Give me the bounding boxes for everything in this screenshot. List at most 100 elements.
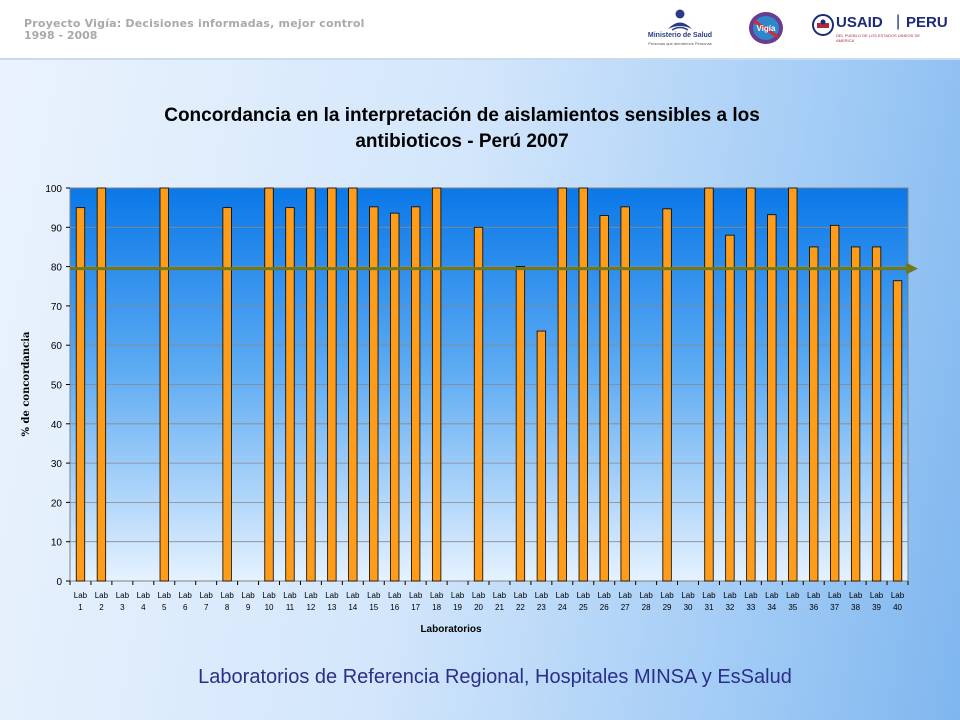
bar-lab-10 — [264, 187, 274, 582]
x-tick-label-line1: Lab — [723, 591, 737, 600]
y-tick-label: 10 — [51, 538, 63, 549]
usaid-country-text: PERU — [906, 14, 948, 31]
usaid-logo-subtext: DEL PUEBLO DE LOS ESTADOS UNIDOS DE AMER… — [836, 33, 921, 43]
y-tick-label: 40 — [51, 420, 63, 431]
bar-lab-35 — [788, 187, 798, 582]
slide-caption: Laboratorios de Referencia Regional, Hos… — [198, 666, 792, 688]
x-tick-label-line1: Lab — [765, 591, 779, 600]
bar-lab-32 — [725, 234, 735, 582]
x-tick-label-line2: 1 — [78, 603, 83, 612]
x-tick-label-line1: Lab — [807, 591, 821, 600]
minsa-logo-subtext: Personas que atendemos Personas — [648, 41, 712, 46]
y-tick-label: 0 — [56, 577, 62, 588]
x-tick-label-line1: Lab — [409, 591, 423, 600]
bar-lab-39 — [871, 246, 882, 582]
x-tick-label-line2: 4 — [141, 603, 146, 612]
x-tick-label-line1: Lab — [472, 591, 486, 600]
bar-lab-27 — [620, 206, 630, 582]
bar-lab-12 — [306, 187, 316, 582]
x-tick-label-line1: Lab — [744, 591, 758, 600]
x-tick-label-line2: 22 — [516, 603, 525, 612]
y-tick-label: 70 — [51, 302, 63, 313]
x-tick-label-line1: Lab — [660, 591, 674, 600]
x-tick-label-line1: Lab — [283, 591, 297, 600]
usaid-logo-text: USAID — [836, 14, 883, 31]
y-tick-label: 20 — [51, 498, 63, 509]
x-tick-label-line1: Lab — [241, 591, 255, 600]
x-tick-label-line2: 29 — [663, 603, 672, 612]
bar-lab-34 — [767, 214, 777, 582]
bar-lab-2 — [96, 187, 107, 582]
bar-lab-38 — [850, 246, 861, 582]
x-tick-label-line1: Lab — [367, 591, 381, 600]
bar-lab-29 — [662, 208, 672, 582]
x-tick-label-line1: Lab — [849, 591, 863, 600]
y-tick-label: 90 — [51, 223, 63, 234]
vigia-logo-text: Vigía — [756, 24, 776, 33]
x-tick-label-line1: Lab — [262, 591, 276, 600]
bar-lab-22 — [515, 266, 526, 582]
x-tick-label-line1: Lab — [74, 591, 88, 600]
bar-lab-40 — [892, 280, 903, 582]
y-axis-ticks: 0 10 20 30 40 50 60 70 80 90 100 — [45, 184, 70, 588]
usaid-divider: | — [896, 13, 901, 30]
x-tick-label-line1: Lab — [493, 591, 507, 600]
x-tick-label-line1: Lab — [702, 591, 716, 600]
x-tick-label-line1: Lab — [535, 591, 549, 600]
x-tick-label-line2: 11 — [286, 603, 295, 612]
x-tick-label-line2: 23 — [537, 603, 546, 612]
bar-lab-36 — [809, 246, 819, 582]
project-title: Proyecto Vigía: Decisiones informadas, m… — [24, 17, 365, 30]
x-tick-label-line1: Lab — [786, 591, 800, 600]
x-tick-label-line1: Lab — [556, 591, 570, 600]
x-tick-label-line2: 16 — [390, 603, 399, 612]
x-tick-label-line1: Lab — [430, 591, 444, 600]
x-tick-label-line2: 19 — [453, 603, 462, 612]
x-tick-label-line1: Lab — [199, 591, 213, 600]
bar-lab-20 — [473, 226, 484, 582]
x-tick-label-line2: 25 — [579, 603, 588, 612]
x-tick-label-line1: Lab — [158, 591, 172, 600]
x-tick-label-line2: 39 — [872, 603, 881, 612]
x-tick-label-line2: 9 — [246, 603, 251, 612]
x-tick-label-line1: Lab — [325, 591, 339, 600]
chart-title-line-2: antibioticos - Perú 2007 — [355, 131, 568, 152]
x-tick-label-line2: 12 — [306, 603, 315, 612]
bar-lab-13 — [327, 187, 337, 582]
bar-lab-11 — [285, 207, 295, 582]
x-tick-label-line2: 28 — [642, 603, 651, 612]
bar-lab-17 — [411, 206, 421, 582]
x-tick-label-line2: 3 — [120, 603, 125, 612]
bar-lab-8 — [222, 207, 232, 582]
x-tick-label-line2: 2 — [99, 603, 104, 612]
bar-lab-24 — [557, 187, 567, 582]
reference-line-group — [70, 262, 918, 275]
x-tick-label-line1: Lab — [828, 591, 842, 600]
x-tick-label-line2: 24 — [558, 603, 567, 612]
x-tick-label-line2: 37 — [830, 603, 839, 612]
x-tick-label-line2: 30 — [684, 603, 693, 612]
x-tick-label-line1: Lab — [179, 591, 193, 600]
bar-lab-15 — [369, 206, 379, 582]
x-tick-label-line2: 27 — [621, 603, 630, 612]
x-tick-label-line1: Lab — [451, 591, 465, 600]
x-tick-label-line1: Lab — [304, 591, 318, 600]
usaid-seal-icon — [812, 14, 834, 36]
bar-lab-16 — [390, 212, 400, 582]
bar-lab-5 — [159, 187, 169, 582]
bar-lab-23 — [536, 330, 547, 582]
minsa-logo: Ministerio de Salud Personas que atendem… — [640, 8, 720, 50]
x-tick-label-line2: 18 — [432, 603, 441, 612]
bar-lab-14 — [348, 187, 358, 582]
x-tick-label-line2: 40 — [893, 603, 902, 612]
x-tick-label-line2: 35 — [788, 603, 797, 612]
y-tick-label: 60 — [51, 341, 63, 352]
x-tick-label-line1: Lab — [346, 591, 360, 600]
x-tick-label-line1: Lab — [220, 591, 234, 600]
x-tick-label-line1: Lab — [95, 591, 109, 600]
x-tick-label-line1: Lab — [137, 591, 151, 600]
x-tick-label-line2: 33 — [746, 603, 755, 612]
usaid-logo: USAID | PERU DEL PUEBLO DE LOS ESTADOS U… — [812, 12, 948, 48]
bar-lab-18 — [431, 187, 442, 582]
